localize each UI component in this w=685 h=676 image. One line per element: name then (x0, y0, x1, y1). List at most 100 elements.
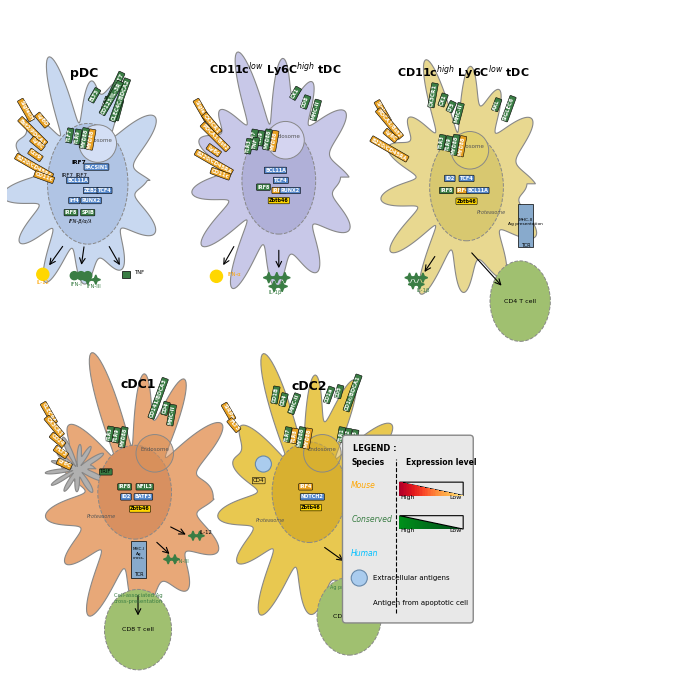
Text: CD1B: CD1B (272, 387, 279, 404)
Bar (452, 493, 453, 496)
Polygon shape (277, 281, 288, 292)
Polygon shape (405, 273, 414, 283)
Bar (457, 528, 458, 529)
Text: CD1a: CD1a (324, 387, 334, 403)
Bar (449, 493, 451, 496)
Text: IL-12: IL-12 (36, 281, 49, 285)
Bar (427, 521, 428, 529)
Bar (412, 485, 414, 496)
Text: TCF4: TCF4 (460, 176, 473, 181)
Text: IRF4: IRF4 (457, 188, 469, 193)
Bar (406, 517, 408, 529)
Polygon shape (408, 280, 418, 289)
FancyBboxPatch shape (342, 435, 473, 623)
Polygon shape (195, 531, 204, 541)
Text: Proteasome: Proteasome (86, 514, 116, 518)
Circle shape (37, 268, 49, 281)
Text: MYD88: MYD88 (87, 130, 95, 149)
Text: TLF7: TLF7 (66, 128, 73, 143)
Bar (453, 527, 456, 529)
Text: Conserved: Conserved (351, 515, 392, 525)
Polygon shape (218, 354, 393, 615)
Text: TLR3: TLR3 (438, 135, 445, 149)
Bar (429, 522, 432, 529)
Polygon shape (170, 554, 179, 564)
Text: CD8: CD8 (301, 95, 310, 108)
Bar (447, 526, 449, 529)
Polygon shape (83, 275, 92, 285)
Bar (428, 522, 429, 529)
Bar (436, 523, 438, 529)
Text: SiglecH: SiglecH (194, 99, 210, 121)
Bar (122, 270, 129, 278)
Circle shape (266, 122, 304, 159)
Text: CD4: CD4 (279, 393, 288, 406)
Bar (406, 483, 408, 496)
Text: IL-1β: IL-1β (269, 291, 282, 295)
Text: MYD88: MYD88 (263, 130, 271, 149)
Text: TNF: TNF (252, 138, 259, 149)
Text: TCF4: TCF4 (274, 178, 288, 183)
Bar (422, 521, 423, 529)
Bar (439, 524, 441, 529)
Bar (446, 525, 447, 529)
Bar (414, 518, 415, 529)
Text: CD4 T cell: CD4 T cell (333, 614, 365, 619)
Text: TCR: TCR (134, 572, 143, 577)
Polygon shape (192, 52, 350, 289)
Text: ELT3: ELT3 (89, 89, 100, 102)
Polygon shape (415, 280, 424, 289)
Bar (423, 521, 425, 529)
Text: TCR: TCR (353, 554, 362, 559)
Circle shape (77, 272, 85, 280)
Text: MYD88: MYD88 (119, 427, 127, 447)
Bar (403, 516, 404, 529)
Text: MYD88: MYD88 (451, 135, 459, 155)
Text: MHC-II
Ag presentation: MHC-II Ag presentation (329, 579, 369, 590)
Text: IL-23 ?: IL-23 ? (353, 562, 370, 567)
Text: Endosome: Endosome (308, 448, 337, 452)
Ellipse shape (47, 124, 128, 244)
Polygon shape (188, 531, 198, 541)
Text: CD4 T cell: CD4 T cell (504, 299, 536, 304)
Text: MHC-II
Ag presentation: MHC-II Ag presentation (508, 218, 543, 226)
Bar (415, 519, 417, 529)
Ellipse shape (429, 134, 503, 241)
Bar (444, 491, 446, 496)
Bar (456, 527, 457, 529)
Text: Ly6D: Ly6D (36, 113, 49, 127)
Bar (434, 489, 436, 496)
Bar (458, 528, 460, 529)
Text: SPIB: SPIB (82, 210, 94, 215)
Text: CD4: CD4 (162, 402, 169, 414)
Bar (399, 482, 401, 496)
Text: Proteasome: Proteasome (477, 210, 506, 215)
Text: TNF: TNF (135, 270, 145, 275)
Bar (412, 518, 414, 529)
Text: B220/CD45RA: B220/CD45RA (15, 154, 53, 178)
Text: MHC-II: MHC-II (113, 100, 123, 120)
Text: TLR9: TLR9 (257, 131, 264, 145)
Text: BCL11A: BCL11A (67, 178, 88, 183)
Text: CD123/IL-3R: CD123/IL-3R (100, 81, 123, 115)
Text: IFN-I: IFN-I (71, 282, 82, 287)
Text: IFN-α: IFN-α (227, 272, 241, 277)
Text: B220/CD45RA: B220/CD45RA (371, 137, 408, 161)
Bar (410, 485, 412, 496)
Bar (409, 518, 410, 529)
Text: NOTCH2: NOTCH2 (301, 494, 324, 500)
Text: BCL11A: BCL11A (265, 168, 286, 173)
Text: CLEC4C/BDCA2: CLEC4C/BDCA2 (110, 78, 129, 122)
Text: MYD88: MYD88 (303, 429, 312, 448)
Text: CX3CR1: CX3CR1 (45, 416, 64, 437)
Text: Mouse: Mouse (351, 481, 376, 490)
Text: CD5: CD5 (335, 385, 343, 398)
Text: IRF7: IRF7 (72, 160, 86, 165)
Polygon shape (279, 272, 290, 283)
Text: High: High (401, 529, 415, 533)
Text: Cell-associated Ag
cross-presentation: Cell-associated Ag cross-presentation (114, 593, 162, 604)
Polygon shape (264, 272, 274, 283)
Bar (409, 484, 410, 496)
Text: CLEC9A: CLEC9A (41, 402, 57, 424)
Bar (414, 485, 415, 496)
